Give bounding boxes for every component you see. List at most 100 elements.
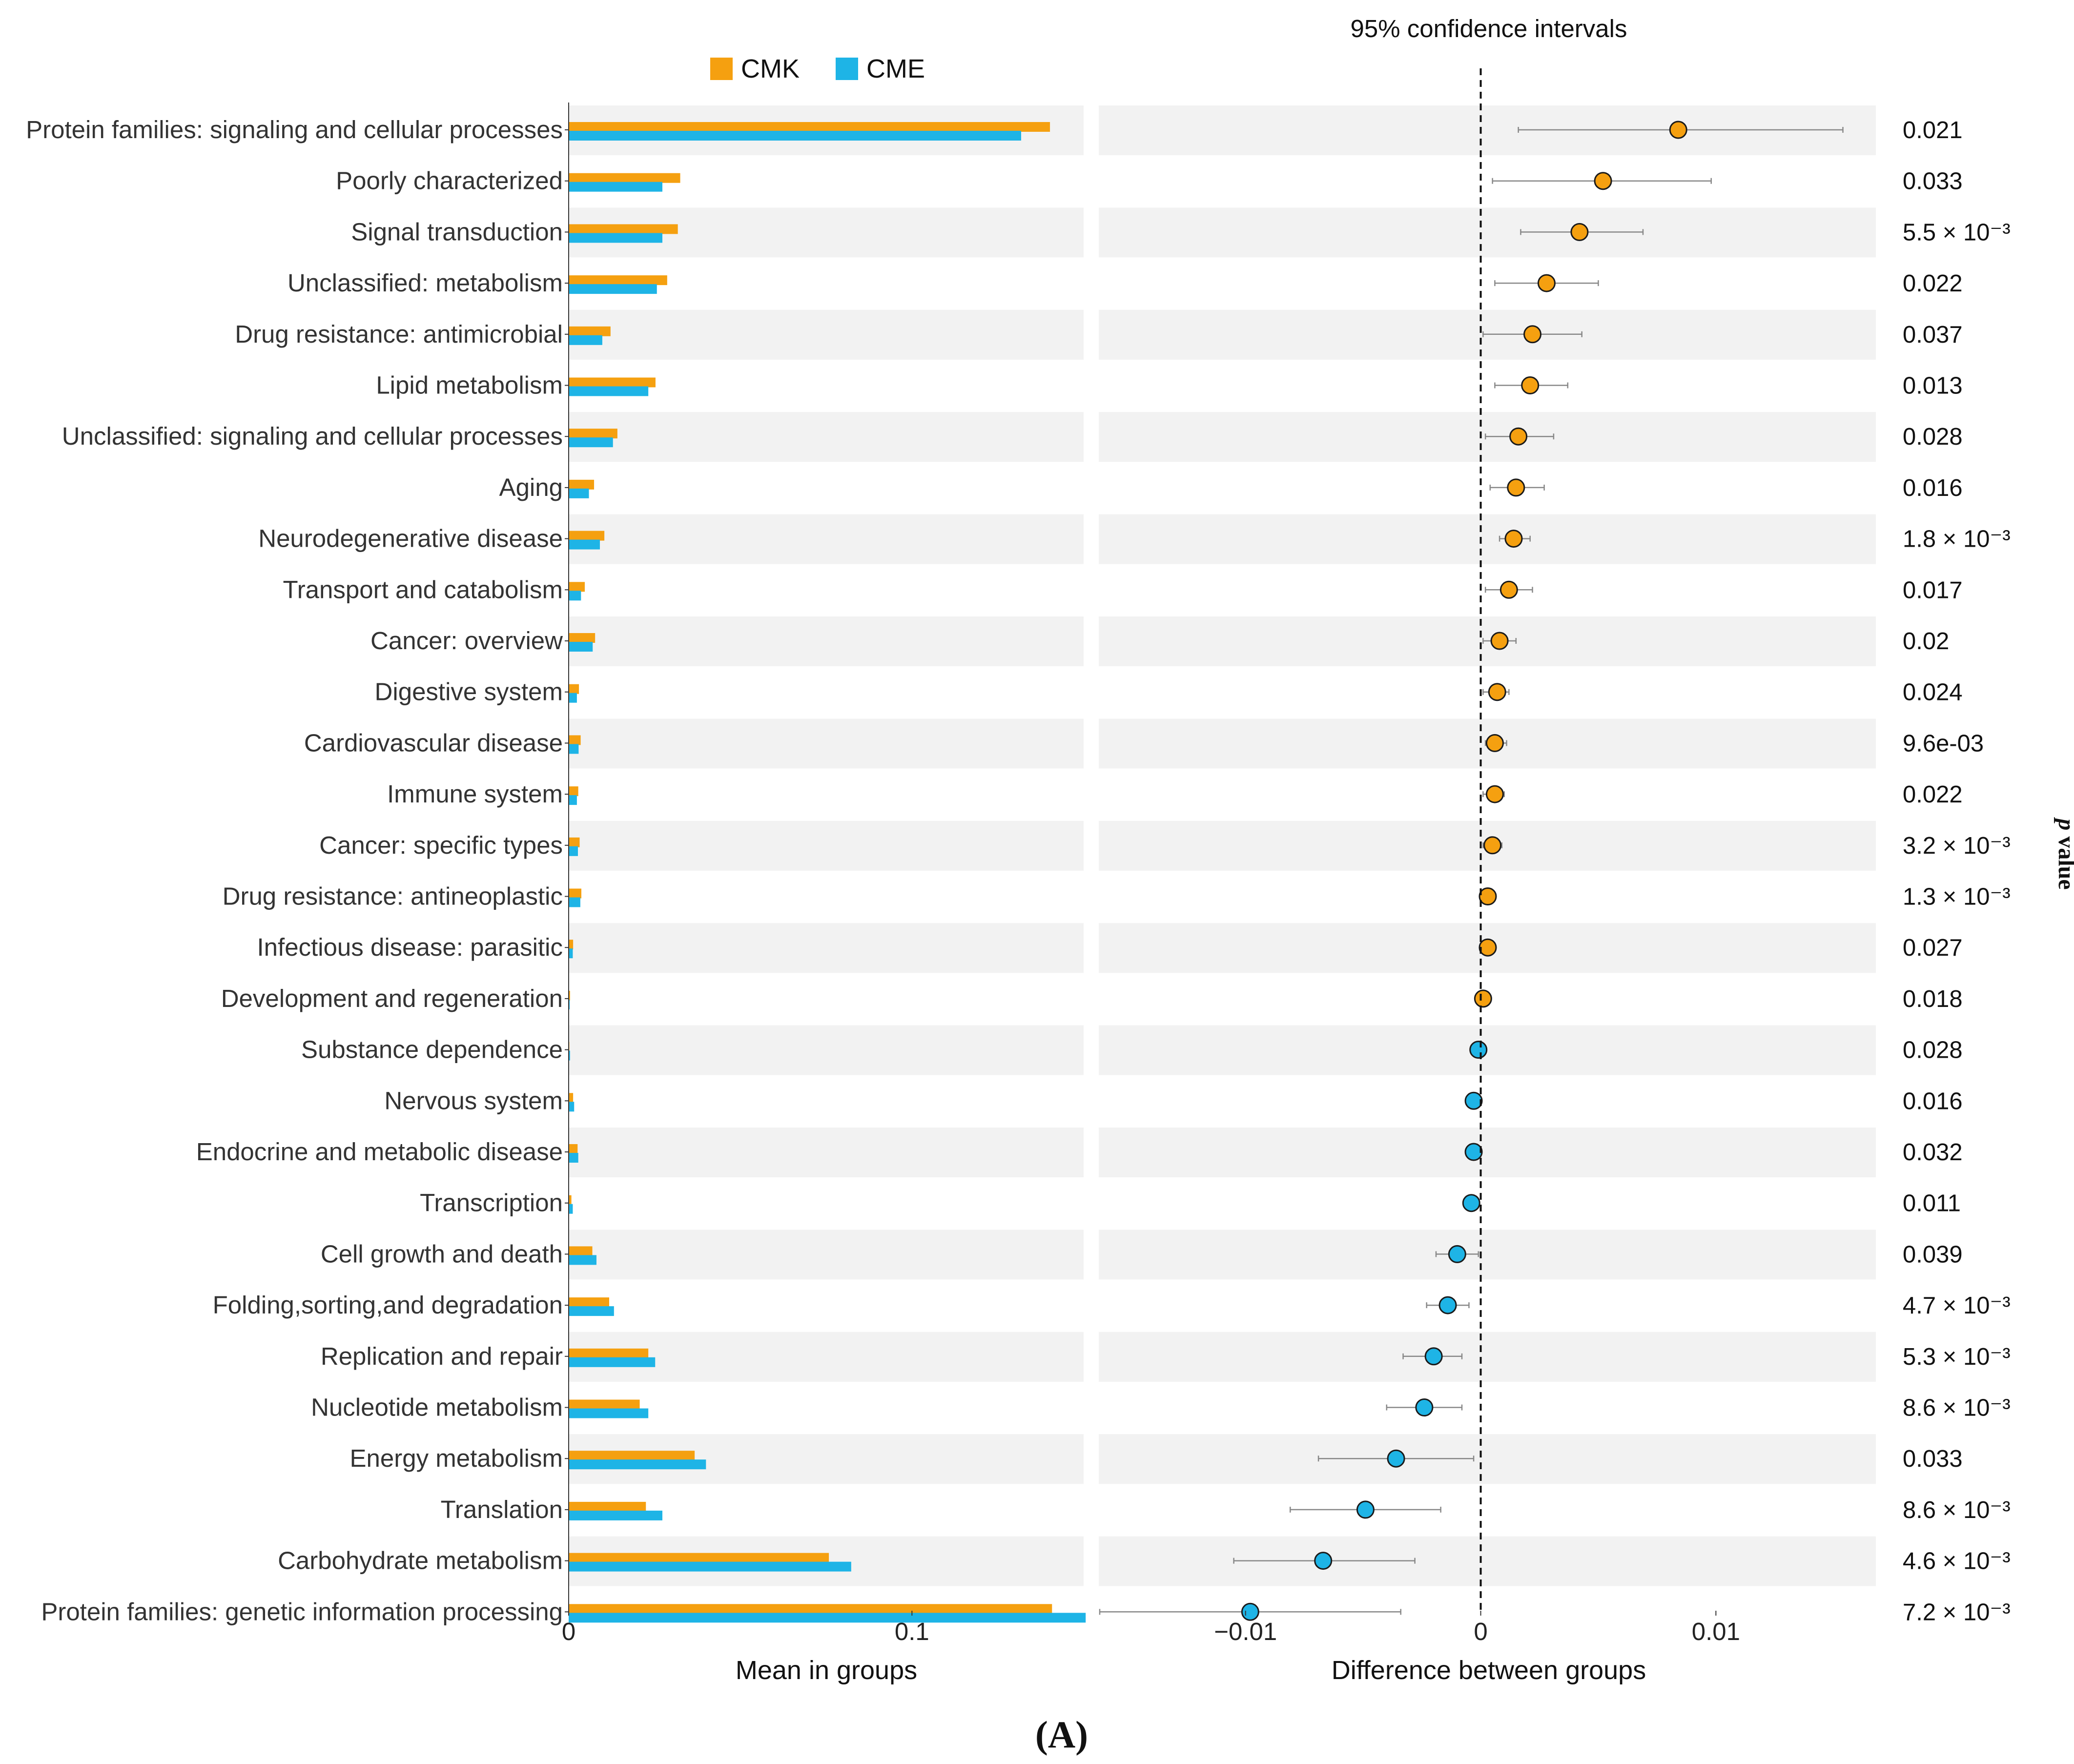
p-value-immune-system: 0.022 [1903,781,1963,808]
p-value-cardiovascular-disease: 9.6e-03 [1903,730,1984,757]
p-value-axis-title-rest: value [2053,830,2074,889]
p-value-neurodegenerative-disease: 1.8 × 10⁻³ [1903,526,2011,553]
category-label-digestive-system: Digestive system [375,678,563,706]
ci-point-aging [1507,478,1525,497]
left-x-tick-label-0: 0 [562,1618,575,1645]
ci-point-signal-transduction [1570,223,1589,241]
p-value-cancer-specific-types: 3.2 × 10⁻³ [1903,833,2011,859]
row-bands [569,105,1876,1586]
left-row-band [569,1128,1084,1177]
left-row-band [569,718,1084,769]
p-value-poorly-characterized: 0.033 [1903,168,1963,195]
ci-point-immune-system [1485,785,1504,803]
p-value-substance-dependence: 0.028 [1903,1037,1963,1064]
left-row-band [569,309,1084,360]
bar-cmk-transcription [569,1195,572,1205]
ci-point-lipid-metabolism [1521,376,1540,394]
right-row-band [1099,1332,1876,1382]
bar-cmk-poorly-characterized [569,173,680,183]
category-label-unclassified-signaling-and-cellular-processes: Unclassified: signaling and cellular pro… [62,422,563,450]
bar-cmk-immune-system [569,786,578,797]
p-value-endocrine-and-metabolic-disease: 0.032 [1903,1139,1963,1166]
ci-point-unclassified-metabolism [1537,274,1556,292]
bar-cme-nervous-system [569,1102,575,1112]
bar-cmk-nucleotide-metabolism [569,1399,640,1410]
left-row-band [569,923,1084,973]
bar-cmk-unclassified-signaling-and-cellular-processes [569,429,617,439]
ci-point-infectious-disease-parasitic [1478,938,1497,957]
ci-point-nucleotide-metabolism [1415,1398,1434,1416]
bar-cme-carbohydrate-metabolism [569,1561,851,1572]
category-label-lipid-metabolism: Lipid metabolism [376,371,563,399]
bar-cme-unclassified-signaling-and-cellular-processes [569,437,613,448]
ci-point-carbohydrate-metabolism [1314,1552,1333,1570]
bar-cme-development-and-regeneration [569,999,570,1009]
p-value-development-and-regeneration: 0.018 [1903,986,1963,1012]
category-label-signal-transduction: Signal transduction [351,218,563,246]
p-value-protein-families-signaling-and-cellular-processes: 0.021 [1903,117,1963,144]
category-label-immune-system: Immune system [387,780,563,808]
bar-cme-aging [569,488,589,498]
category-label-drug-resistance-antimicrobial: Drug resistance: antimicrobial [235,320,563,348]
bar-cme-endocrine-and-metabolic-disease [569,1153,578,1163]
ci-point-cell-growth-and-death [1448,1245,1466,1263]
p-value-folding-sorting-and-degradation: 4.7 × 10⁻³ [1903,1292,2011,1319]
bar-cme-replication-and-repair [569,1357,656,1367]
legend-label-cmk: CMK [741,54,800,83]
right-x-axis-title: Difference between groups [1332,1656,1646,1685]
p-value-cancer-overview: 0.02 [1903,628,1949,655]
category-label-transport-and-catabolism: Transport and catabolism [283,575,563,603]
ci-point-poorly-characterized [1594,172,1612,190]
category-label-infectious-disease-parasitic: Infectious disease: parasitic [257,933,563,961]
bar-cme-translation [569,1510,663,1520]
category-label-drug-resistance-antineoplastic: Drug resistance: antineoplastic [223,882,563,910]
bar-cmk-energy-metabolism [569,1451,695,1461]
left-row-band [569,1332,1084,1382]
category-label-cancer-overview: Cancer: overview [370,627,563,655]
legend-label-cme: CME [866,54,925,83]
category-label-cardiovascular-disease: Cardiovascular disease [304,729,563,757]
ci-point-protein-families-signaling-and-cellular-processes [1669,121,1687,139]
ci-point-cancer-overview [1490,632,1509,650]
left-row-band [569,1230,1084,1280]
p-value-unclassified-signaling-and-cellular-processes: 0.028 [1903,424,1963,450]
right-row-band [1099,1128,1876,1177]
legend: CMK CME [710,54,925,83]
bar-cmk-translation [569,1501,646,1512]
ci-point-folding-sorting-and-degradation [1438,1296,1457,1314]
category-label-unclassified-metabolism: Unclassified: metabolism [287,269,563,297]
category-label-cell-growth-and-death: Cell growth and death [321,1240,563,1268]
bar-cmk-folding-sorting-and-degradation [569,1297,609,1308]
right-row-band [1099,1230,1876,1280]
bar-cmk-lipid-metabolism [569,377,656,388]
axes: 0 0.1 −0.01 0 0.01 [562,68,1740,1645]
left-row-band [569,412,1084,462]
category-label-energy-metabolism: Energy metabolism [349,1444,563,1472]
category-label-poorly-characterized: Poorly characterized [336,167,563,195]
bar-cmk-carbohydrate-metabolism [569,1553,829,1563]
category-label-protein-families-signaling-and-cellular-processes: Protein families: signaling and cellular… [26,116,563,144]
p-value-replication-and-repair: 5.3 × 10⁻³ [1903,1344,2011,1370]
bar-cmk-infectious-disease-parasitic [569,940,574,950]
category-label-translation: Translation [441,1496,563,1523]
ci-point-digestive-system [1488,683,1506,701]
p-value-unclassified-metabolism: 0.022 [1903,270,1963,297]
category-label-protein-families-genetic-information-processing: Protein families: genetic information pr… [41,1598,563,1625]
bar-cme-transport-and-catabolism [569,591,581,601]
bar-cme-folding-sorting-and-degradation [569,1306,614,1316]
p-value-nervous-system: 0.016 [1903,1088,1963,1114]
bar-cme-protein-families-signaling-and-cellular-processes [569,131,1021,141]
legend-swatch-cme [836,58,858,80]
ci-point-drug-resistance-antimicrobial [1523,325,1542,344]
ci-point-neurodegenerative-disease [1504,530,1523,548]
category-label-aging: Aging [499,473,563,501]
bar-cmk-cancer-specific-types [569,837,580,847]
bar-cmk-protein-families-signaling-and-cellular-processes [569,122,1050,132]
bar-cme-signal-transduction [569,233,663,243]
category-label-endocrine-and-metabolic-disease: Endocrine and metabolic disease [196,1138,563,1166]
bar-cme-infectious-disease-parasitic [569,948,573,959]
category-label-neurodegenerative-disease: Neurodegenerative disease [258,525,563,553]
ci-point-development-and-regeneration [1474,989,1492,1008]
ci-point-unclassified-signaling-and-cellular-processes [1509,427,1528,446]
